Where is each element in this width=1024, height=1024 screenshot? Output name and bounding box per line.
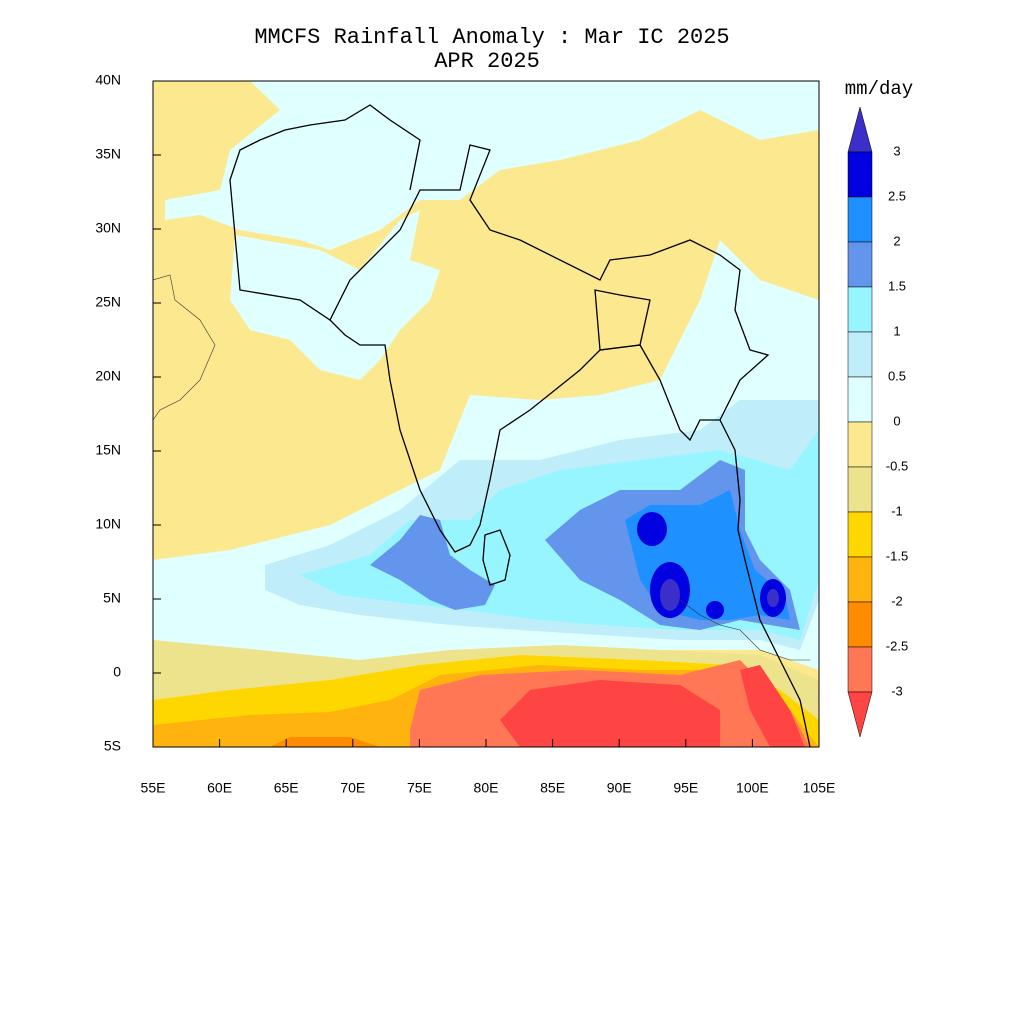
- colorbar-triangle: [847, 106, 873, 153]
- y-tick-label: 35N: [95, 146, 121, 162]
- title: MMCFS Rainfall Anomaly : Mar IC 2025: [254, 25, 729, 50]
- field-region: [767, 589, 779, 607]
- colorbar-box: [847, 286, 873, 333]
- colorbar-triangle: [847, 691, 873, 738]
- colorbar-box: [847, 601, 873, 648]
- x-tick-label: 105E: [803, 780, 836, 796]
- x-tick-label: 90E: [607, 780, 632, 796]
- y-tick-label: 40N: [95, 72, 121, 88]
- x-tick-label: 95E: [673, 780, 698, 796]
- x-tick-label: 55E: [141, 780, 166, 796]
- colorbar-label: -0.5: [886, 458, 908, 473]
- colorbar-box: [847, 241, 873, 288]
- subtitle: APR 2025: [434, 49, 540, 74]
- field-region: [637, 512, 667, 546]
- colorbar-box: [847, 196, 873, 243]
- colorbar-box: [847, 421, 873, 468]
- colorbar-label: 1: [893, 323, 900, 338]
- y-tick-label: 10N: [95, 516, 121, 532]
- field-region: [500, 680, 720, 747]
- colorbar-label: -3: [891, 683, 903, 698]
- y-tick-label: 20N: [95, 368, 121, 384]
- x-tick-label: 85E: [540, 780, 565, 796]
- field-region: [706, 601, 724, 619]
- colorbar-label: 3: [893, 143, 900, 158]
- colorbar-box: [847, 151, 873, 198]
- colorbar-label: 2: [893, 233, 900, 248]
- coastline: [329, 319, 811, 747]
- border: [594, 289, 651, 351]
- colorbar-label: -2.5: [886, 638, 908, 653]
- colorbar-title: mm/day: [845, 78, 913, 100]
- colorbar-label: 2.5: [888, 188, 906, 203]
- field-region: [370, 515, 495, 610]
- y-tick-label: 30N: [95, 220, 121, 236]
- colorbar-label: -1.5: [886, 548, 908, 563]
- x-tick-label: 70E: [340, 780, 365, 796]
- border: [153, 274, 216, 421]
- border: [679, 599, 810, 661]
- y-tick-label: 0: [113, 664, 121, 680]
- colorbar-box: [847, 556, 873, 603]
- colorbar-label: 0: [893, 413, 900, 428]
- x-tick-label: 100E: [736, 780, 769, 796]
- border: [234, 144, 770, 421]
- colorbar-box: [847, 646, 873, 693]
- colorbar-box: [847, 331, 873, 378]
- colorbar-box: [847, 466, 873, 513]
- field-region: [660, 579, 680, 611]
- border: [229, 104, 421, 236]
- field-region: [230, 210, 440, 380]
- y-tick-label: 15N: [95, 442, 121, 458]
- field-region: [165, 81, 819, 250]
- colorbar-label: -2: [891, 593, 903, 608]
- coastline: [482, 529, 511, 586]
- y-tick-label: 5N: [103, 590, 121, 606]
- colorbar-label: 0.5: [888, 368, 906, 383]
- colorbar-box: [847, 511, 873, 558]
- x-tick-label: 75E: [407, 780, 432, 796]
- colorbar-box: [847, 376, 873, 423]
- colorbar-label: 1.5: [888, 278, 906, 293]
- colorbar-label: -1: [891, 503, 903, 518]
- y-tick-label: 25N: [95, 294, 121, 310]
- x-tick-label: 80E: [474, 780, 499, 796]
- map-field: [153, 81, 819, 747]
- x-tick-label: 60E: [207, 780, 232, 796]
- x-tick-label: 65E: [274, 780, 299, 796]
- y-tick-label: 5S: [104, 738, 121, 754]
- field-region: [740, 665, 805, 747]
